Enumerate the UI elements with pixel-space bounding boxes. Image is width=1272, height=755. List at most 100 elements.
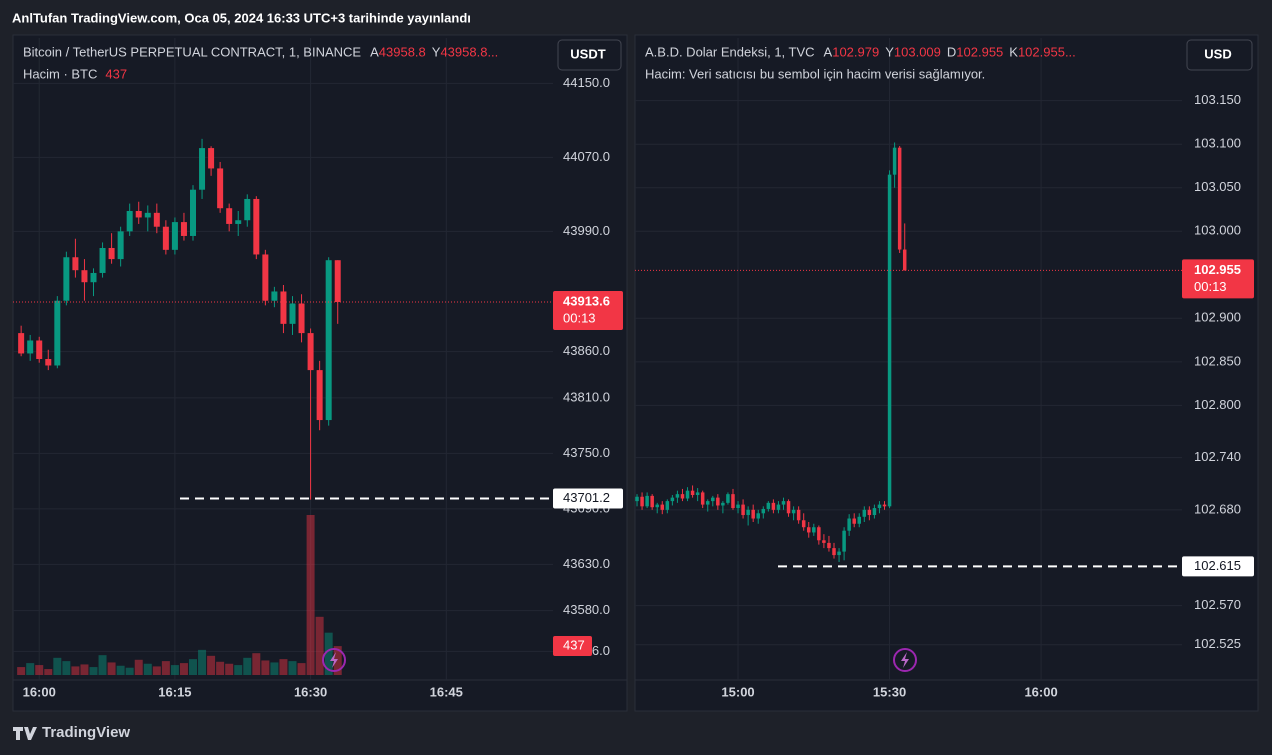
candle-body <box>847 518 851 531</box>
ohlc-value: 102.955... <box>1018 44 1076 59</box>
y-tick-label: 103.000 <box>1194 223 1241 238</box>
volume-legend-value: 437 <box>105 66 127 81</box>
ohlc-value: 43958.8 <box>379 44 426 59</box>
y-tick-label: 43990.0 <box>563 223 610 238</box>
alert-icon[interactable] <box>322 648 346 672</box>
candle-body <box>153 212 160 227</box>
volume-bar <box>134 659 143 675</box>
candle-body <box>108 247 115 260</box>
volume-bar <box>17 667 26 675</box>
candle-body <box>635 496 639 502</box>
candle-body <box>781 501 786 505</box>
plot-area <box>635 38 1182 680</box>
header-title: AnlTufan TradingView.com, Oca 05, 2024 1… <box>12 10 471 25</box>
candle-body <box>867 509 872 516</box>
volume-bar <box>270 662 279 675</box>
candle-body <box>736 504 740 509</box>
volume-bar <box>189 659 197 675</box>
currency-label[interactable]: USDT <box>570 46 605 61</box>
ohlc-value: 102.955 <box>956 44 1003 59</box>
volume-bar <box>297 663 306 675</box>
candle-body <box>171 222 178 250</box>
candle-body <box>837 551 841 556</box>
candle-body <box>645 495 649 507</box>
candle-body <box>298 303 305 334</box>
y-tick-label: 43860.0 <box>563 343 610 358</box>
alert-icon[interactable] <box>893 648 917 672</box>
y-tick-label: 102.740 <box>1194 449 1241 464</box>
volume-bar <box>35 665 44 675</box>
x-tick-label: 16:15 <box>158 684 191 699</box>
candle-body <box>751 509 755 519</box>
candle-body <box>190 189 196 236</box>
candle-body <box>832 548 836 556</box>
y-tick-label: 102.900 <box>1194 310 1241 325</box>
volume-bar <box>80 664 89 675</box>
y-tick-label: 103.100 <box>1194 136 1241 151</box>
y-tick-label: 102.800 <box>1194 397 1241 412</box>
candle-body <box>199 148 206 190</box>
panel <box>634 34 1259 712</box>
candle-body <box>705 501 710 505</box>
currency-button[interactable] <box>557 39 622 71</box>
candle-body <box>280 291 287 324</box>
volume-bar <box>324 632 333 675</box>
candle-body <box>726 494 730 503</box>
volume-bar <box>89 667 98 675</box>
candle-body <box>817 527 821 541</box>
ohlc-label: A <box>370 44 379 59</box>
volume-bar <box>315 616 324 675</box>
candle-body <box>650 495 654 508</box>
y-tick-label: 43580.0 <box>563 602 610 617</box>
y-tick-label: 103.150 <box>1194 92 1241 107</box>
y-tick-label: 44070.0 <box>563 149 610 164</box>
volume-note: Hacim: Veri satıcısı bu sembol için haci… <box>645 66 985 81</box>
candle-body <box>162 226 169 250</box>
candle-body <box>253 198 260 255</box>
candle-body <box>892 147 897 175</box>
level-label: 43701.2 <box>563 490 610 505</box>
candle-body <box>244 198 251 221</box>
level-label: 102.615 <box>1194 558 1241 573</box>
ohlc-value: 43958.8... <box>440 44 498 59</box>
candle-body <box>806 527 811 533</box>
volume-bar <box>26 663 35 675</box>
volume-bar <box>161 661 170 675</box>
last-price-box <box>1182 259 1254 299</box>
candle-body <box>126 210 133 232</box>
candle-body <box>680 494 685 499</box>
volume-bar <box>152 666 161 675</box>
y-tick-label: 43630.0 <box>563 556 610 571</box>
candle-body <box>660 504 665 510</box>
volume-bar <box>207 655 216 675</box>
candle-body <box>796 509 801 521</box>
ohlc-value: 103.009 <box>894 44 941 59</box>
candle-body <box>27 340 34 354</box>
volume-value-box <box>553 636 592 656</box>
last-price-label: 43913.6 <box>563 293 610 308</box>
candle-body <box>695 492 700 496</box>
candle-body <box>271 291 278 301</box>
ohlc-label: D <box>947 44 956 59</box>
candle-body <box>665 501 670 510</box>
level-label-box <box>1182 556 1254 577</box>
y-tick-label: 44150.0 <box>563 75 610 90</box>
candle-body <box>716 497 720 506</box>
currency-button[interactable] <box>1186 39 1253 71</box>
volume-bar <box>243 657 252 675</box>
x-tick-label: 15:00 <box>721 684 754 699</box>
ohlc-label: Y <box>885 44 894 59</box>
candle-body <box>36 340 43 359</box>
chart-title: A.B.D. Dolar Endeksi, 1, TVC <box>645 44 815 59</box>
level-label-box <box>553 488 623 509</box>
candle-body <box>786 501 791 514</box>
candle-body <box>217 168 224 209</box>
y-tick-label: 43750.0 <box>563 445 610 460</box>
candle-body <box>887 174 892 507</box>
currency-label[interactable]: USD <box>1204 46 1231 61</box>
ohlc-value: 102.979 <box>832 44 879 59</box>
x-tick-label: 16:00 <box>1024 684 1057 699</box>
volume-bar <box>333 646 342 675</box>
volume-bar <box>234 665 243 675</box>
